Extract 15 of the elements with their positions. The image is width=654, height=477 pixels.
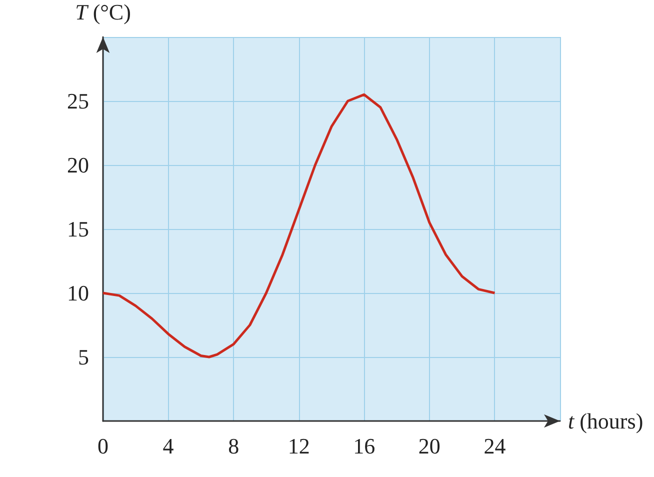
y-axis-title: T (°C) xyxy=(75,0,131,24)
x-tick-label: 16 xyxy=(353,434,376,458)
x-tick-label: 0 xyxy=(98,434,108,458)
y-tick-label: 25 xyxy=(67,88,89,114)
y-tick-label: 10 xyxy=(67,280,89,306)
line-series xyxy=(102,93,496,358)
x-tick-label: 12 xyxy=(288,434,310,458)
x-tick-label: 20 xyxy=(418,434,440,458)
y-tick-label: 5 xyxy=(78,344,89,370)
y-tick-label: 20 xyxy=(67,152,89,178)
x-tick-label: 8 xyxy=(228,434,240,458)
y-tick-label: 15 xyxy=(67,216,89,242)
x-axis-title: t (hours) xyxy=(568,408,644,434)
x-tick-label: 4 xyxy=(162,434,174,458)
x-tick-label: 24 xyxy=(484,434,506,458)
